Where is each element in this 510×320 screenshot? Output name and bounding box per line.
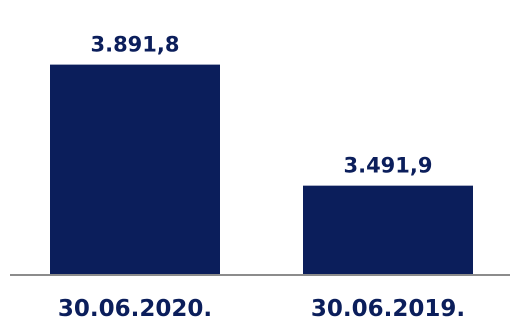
data-label-2: 3.491,9 [343, 154, 432, 178]
x-tick-label-1: 30.06.2020. [58, 296, 212, 320]
bar-2 [303, 185, 473, 274]
data-label-1: 3.891,8 [90, 33, 179, 57]
x-tick-label-2: 30.06.2019. [311, 296, 465, 320]
bar-1 [50, 64, 220, 274]
